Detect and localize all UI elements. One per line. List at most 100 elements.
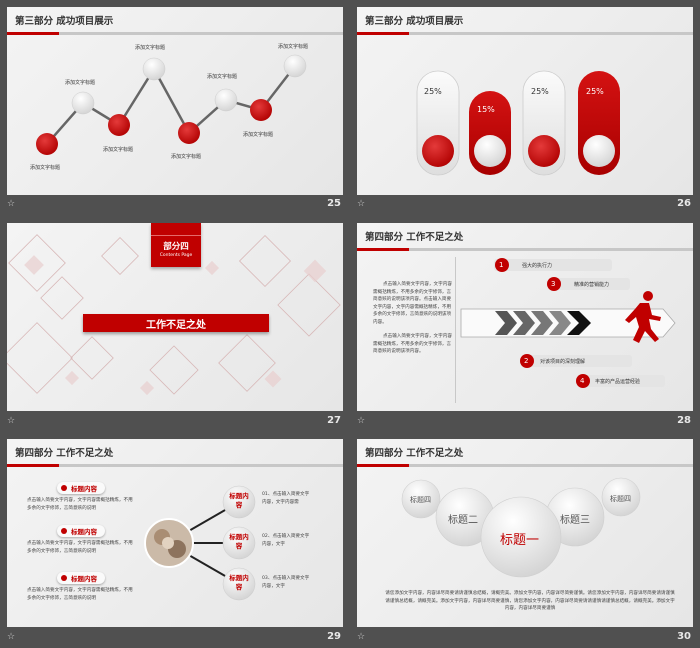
slide-number: 25 [327, 198, 341, 209]
node-label: 添加文字标题 [30, 165, 61, 171]
body-paragraph: 点击输入简要文字内容，文字内容需概括精炼，不用多余的文字修饰，言简意赅的说明该项… [373, 282, 452, 325]
slide-28[interactable]: 第四部分 工作不足之处 点击输入简要文字内容，文字内容需概括精炼，不用多余的文字… [357, 223, 693, 411]
capsule-bar-chart [416, 70, 620, 176]
running-man-icon [625, 291, 661, 343]
decorative-squares [7, 234, 341, 396]
pill-label: 标题内容 [71, 575, 97, 583]
bubble-label: 标题内容 [229, 533, 249, 550]
header-accent [357, 32, 409, 35]
slide-title: 第三部分 成功项目展示 [15, 16, 114, 27]
pill-label: 标题内容 [71, 485, 97, 493]
slide-number: 28 [677, 415, 691, 426]
bullet-dot [61, 485, 67, 491]
circle-label: 标题四 [410, 496, 431, 504]
part-subtitle: Contents Page [159, 253, 193, 258]
bullet-dot [61, 575, 67, 581]
step-number: 4 [580, 377, 585, 385]
circle-label: 标题二 [448, 515, 478, 526]
red-node [250, 99, 272, 121]
star-icon: ☆ [7, 632, 16, 642]
pill-paragraph: 点击输入简要文字内容，文字内容需概括精炼，不用多余的文字修饰，言简意赅的说明 [27, 588, 133, 601]
bubble-label: 标题内容 [229, 492, 249, 509]
item-text: 03、点击输入简要文字内容，文字 [262, 576, 310, 589]
header-accent [357, 248, 409, 251]
header-divider [7, 32, 343, 35]
slide-27[interactable]: 部分四 Contents Page 工作不足之处 [7, 223, 343, 411]
step-number: 1 [499, 261, 504, 269]
white-node [71, 91, 95, 115]
item-text: 02、点击输入简要文字内容，文字 [262, 534, 310, 547]
part-title: 部分四 [163, 242, 189, 252]
circle-label: 标题一 [500, 533, 540, 548]
header-divider [357, 464, 693, 467]
red-node [178, 122, 200, 144]
bar-percent: 25% [586, 87, 604, 96]
summary-paragraph: 请您添加文字内容，内容详尽简要请请谨慎总结概，请概完美。添加文字内容，内容详尽简… [385, 591, 675, 611]
slide-29-footer: ☆ 29 [7, 630, 343, 646]
slide-title: 第四部分 工作不足之处 [15, 448, 114, 459]
slide-29[interactable]: 第四部分 工作不足之处 标题内容 点击输入简要文字内容，文字内容需概括精炼，不用… [7, 439, 343, 627]
star-icon: ☆ [357, 632, 366, 642]
step-label: 丰富的产品运营经验 [595, 379, 641, 385]
slide-25-footer: ☆ 25 [7, 197, 343, 213]
part-badge: 部分四 Contents Page [151, 223, 201, 267]
arrow-process-graphic [460, 258, 676, 388]
slide-30[interactable]: 第四部分 工作不足之处 标题四 标题二 标题一 标题三 标题四 请您添加文字内容… [357, 439, 693, 627]
title-pill: 标题内容 [57, 572, 105, 584]
step-label: 精准的营销能力 [574, 282, 610, 288]
slide-26-footer: ☆ 26 [357, 197, 693, 213]
body-paragraph: 点击输入简要文字内容，文字内容需概括精炼，不用多余的文字修饰，言简意赅的说明该项… [373, 334, 452, 354]
bar-percent: 25% [424, 87, 442, 96]
slide-25[interactable]: 第三部分 成功项目展示 添加文字标题 添加文字标题 添加文字标题 添加文字标题 … [7, 7, 343, 195]
header-divider [357, 248, 693, 251]
step-number: 2 [524, 357, 529, 365]
step-number: 3 [551, 280, 556, 288]
bubble-label: 标题内容 [229, 574, 249, 591]
pill-paragraph: 点击输入简要文字内容，文字内容需概括精炼，不用多余的文字修饰，言简意赅的说明 [27, 541, 133, 554]
slide-27-footer: ☆ 27 [7, 414, 343, 430]
white-node [142, 57, 166, 81]
slide-number: 26 [677, 198, 691, 209]
header-divider [357, 32, 693, 35]
item-text: 01、点击输入简要文字内容，文字内容需 [262, 492, 310, 505]
slide-title: 第三部分 成功项目展示 [365, 16, 464, 27]
node-label: 添加文字标题 [278, 44, 309, 50]
white-node [214, 88, 238, 112]
node-label: 添加文字标题 [171, 154, 202, 160]
node-label: 添加文字标题 [65, 80, 96, 86]
star-icon: ☆ [357, 416, 366, 426]
slide-number: 30 [677, 631, 691, 642]
step-label: 强大的执行力 [522, 263, 553, 269]
slide-30-footer: ☆ 30 [357, 630, 693, 646]
red-node [108, 114, 130, 136]
section-banner: 工作不足之处 [83, 314, 269, 332]
star-icon: ☆ [357, 199, 366, 209]
bar-percent: 15% [477, 105, 495, 114]
slide-number: 27 [327, 415, 341, 426]
red-node [36, 133, 58, 155]
node-label: 添加文字标题 [103, 147, 134, 153]
bar-percent: 25% [531, 87, 549, 96]
star-icon: ☆ [7, 416, 16, 426]
pill-paragraph: 点击输入简要文字内容，文字内容需概括精炼，不用多余的文字修饰，言简意赅的说明 [27, 498, 133, 511]
title-pill: 标题内容 [57, 525, 105, 537]
vertical-divider [455, 257, 456, 403]
white-node [283, 54, 307, 78]
circle-cluster [401, 477, 641, 578]
slide-title: 第四部分 工作不足之处 [365, 232, 464, 243]
bullet-dot [61, 528, 67, 534]
circle-label: 标题四 [610, 495, 631, 503]
banner-title: 工作不足之处 [146, 320, 206, 331]
star-icon: ☆ [7, 199, 16, 209]
header-accent [357, 464, 409, 467]
header-accent [7, 464, 59, 467]
header-accent [7, 32, 59, 35]
pill-label: 标题内容 [71, 528, 97, 536]
zigzag-line-chart [36, 54, 307, 155]
slide-26[interactable]: 第三部分 成功项目展示 25% 15% 25% 25% [357, 7, 693, 195]
slide-number: 29 [327, 631, 341, 642]
node-label: 添加文字标题 [207, 74, 238, 80]
slide-title: 第四部分 工作不足之处 [365, 448, 464, 459]
circle-label: 标题三 [560, 515, 590, 526]
slide-28-footer: ☆ 28 [357, 414, 693, 430]
